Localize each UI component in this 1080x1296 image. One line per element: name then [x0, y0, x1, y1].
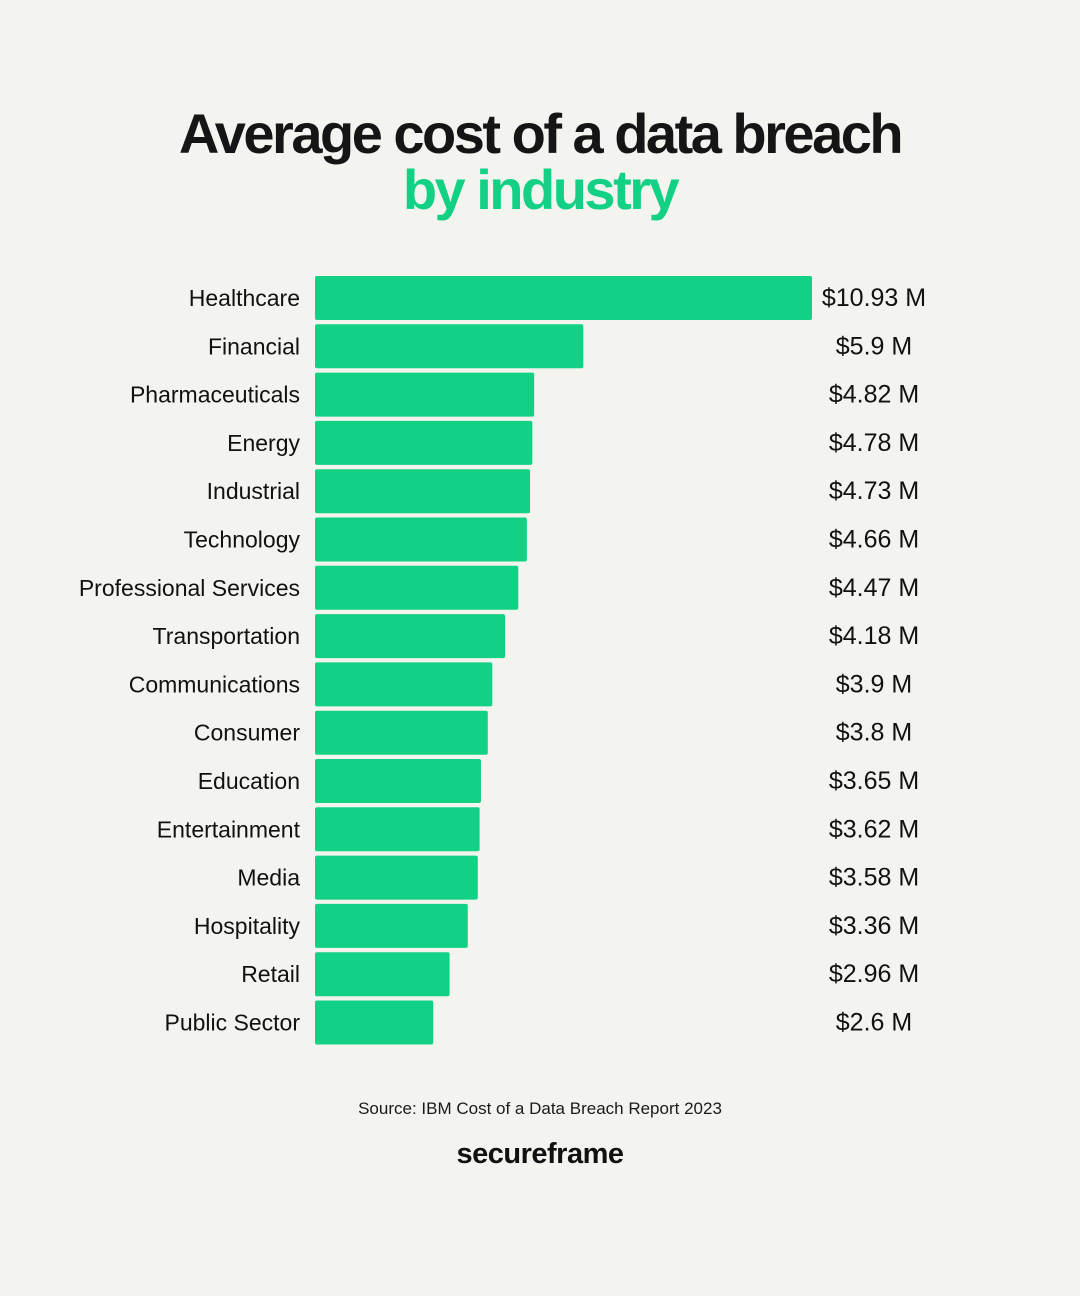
category-label: Industrial	[207, 478, 300, 504]
value-label: $4.82 M	[829, 381, 919, 409]
value-label: $4.66 M	[829, 526, 919, 554]
category-label: Education	[198, 768, 300, 794]
secureframe-logo: secureframe	[456, 1138, 625, 1170]
bar-pharmaceuticals	[315, 372, 535, 417]
bar-entertainment	[315, 807, 480, 852]
chart-title: Average cost of a data breach	[178, 102, 904, 165]
bar-financial	[315, 324, 584, 369]
category-label: Public Sector	[164, 1010, 300, 1036]
category-label: Retail	[241, 961, 300, 987]
value-label: $4.47 M	[829, 574, 919, 602]
value-label: $3.9 M	[836, 670, 912, 698]
category-label: Healthcare	[189, 285, 300, 311]
value-label: $3.65 M	[829, 767, 919, 795]
value-label: $4.78 M	[829, 429, 919, 457]
bar-media	[315, 855, 478, 900]
source-note: Source: IBM Cost of a Data Breach Report…	[358, 1099, 722, 1118]
bar-public-sector	[315, 1000, 434, 1045]
category-label: Pharmaceuticals	[130, 382, 300, 408]
category-label: Transportation	[153, 623, 300, 649]
value-label: $2.6 M	[836, 1009, 912, 1037]
category-label: Media	[237, 865, 300, 891]
value-label: $3.58 M	[829, 864, 919, 892]
value-label: $4.18 M	[829, 622, 919, 650]
bar-consumer	[315, 710, 488, 755]
bar-communications	[315, 662, 493, 707]
bar-healthcare	[315, 276, 812, 320]
bar-transportation	[315, 614, 506, 659]
chart-subtitle: by industry	[402, 158, 680, 221]
value-label: $3.62 M	[829, 815, 919, 843]
value-label: $5.9 M	[836, 332, 912, 360]
value-label: $2.96 M	[829, 960, 919, 988]
category-label: Consumer	[194, 720, 300, 746]
bar-retail	[315, 952, 450, 997]
bar-chart: Healthcare $10.93 M Financial $5.9 M Pharmac…	[79, 276, 926, 1045]
bar-energy	[315, 420, 533, 465]
bar-professional-services	[315, 565, 519, 610]
category-label: Communications	[129, 671, 300, 697]
bar-hospitality	[315, 903, 468, 948]
value-label: $4.73 M	[829, 477, 919, 505]
category-label: Professional Services	[79, 575, 300, 601]
category-label: Hospitality	[194, 913, 301, 939]
value-label: $10.93 M	[822, 284, 926, 312]
category-label: Financial	[208, 333, 300, 359]
value-label: $3.8 M	[836, 719, 912, 747]
category-label: Entertainment	[157, 816, 301, 842]
bar-technology	[315, 517, 527, 562]
bar-education	[315, 759, 481, 803]
category-label: Energy	[227, 430, 300, 456]
value-label: $3.36 M	[829, 912, 919, 940]
category-label: Technology	[184, 527, 301, 553]
bar-industrial	[315, 469, 531, 514]
